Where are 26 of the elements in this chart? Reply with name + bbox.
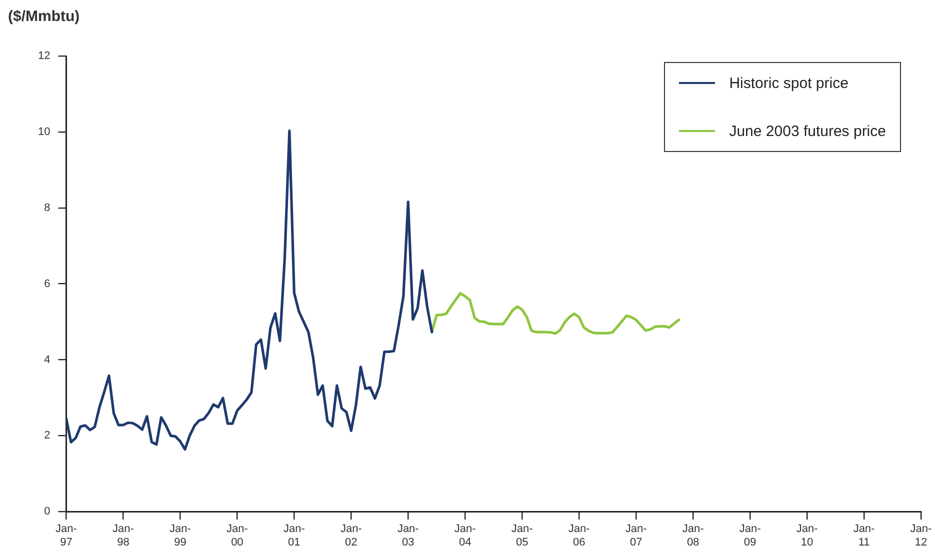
x-tick-label: Jan-12 [910,523,932,548]
y-tick-label: 2 [44,430,50,442]
x-tick-label: Jan-00 [226,523,248,548]
y-tick-label: 4 [44,354,50,366]
y-axis-title: ($/Mmbtu) [8,8,80,25]
x-tick-label: Jan-99 [170,523,192,548]
y-tick-label: 0 [44,506,50,518]
x-tick-label: Jan-04 [454,523,476,548]
x-tick-label: Jan-05 [511,523,534,548]
x-tick-label: Jan-08 [682,523,704,548]
legend-label: Historic spot price [729,74,848,92]
x-tick-label: Jan-98 [112,523,134,548]
y-tick-label: 6 [44,278,50,290]
y-tick-label: 12 [38,50,50,62]
legend-label: June 2003 futures price [729,122,886,140]
x-tick-label: Jan-09 [739,523,762,548]
y-tick-label: 8 [44,202,50,214]
x-tick-label: Jan-06 [568,523,590,548]
x-tick-label: Jan-01 [283,523,306,548]
x-tick-label: Jan-03 [397,523,420,548]
x-tick-label: Jan-02 [340,523,362,548]
x-tick-label: Jan-07 [625,523,648,548]
x-tick-label: Jan-97 [56,523,78,548]
x-tick-label: Jan-11 [853,523,876,548]
y-tick-label: 10 [38,126,50,138]
x-tick-label: Jan-10 [796,523,818,548]
